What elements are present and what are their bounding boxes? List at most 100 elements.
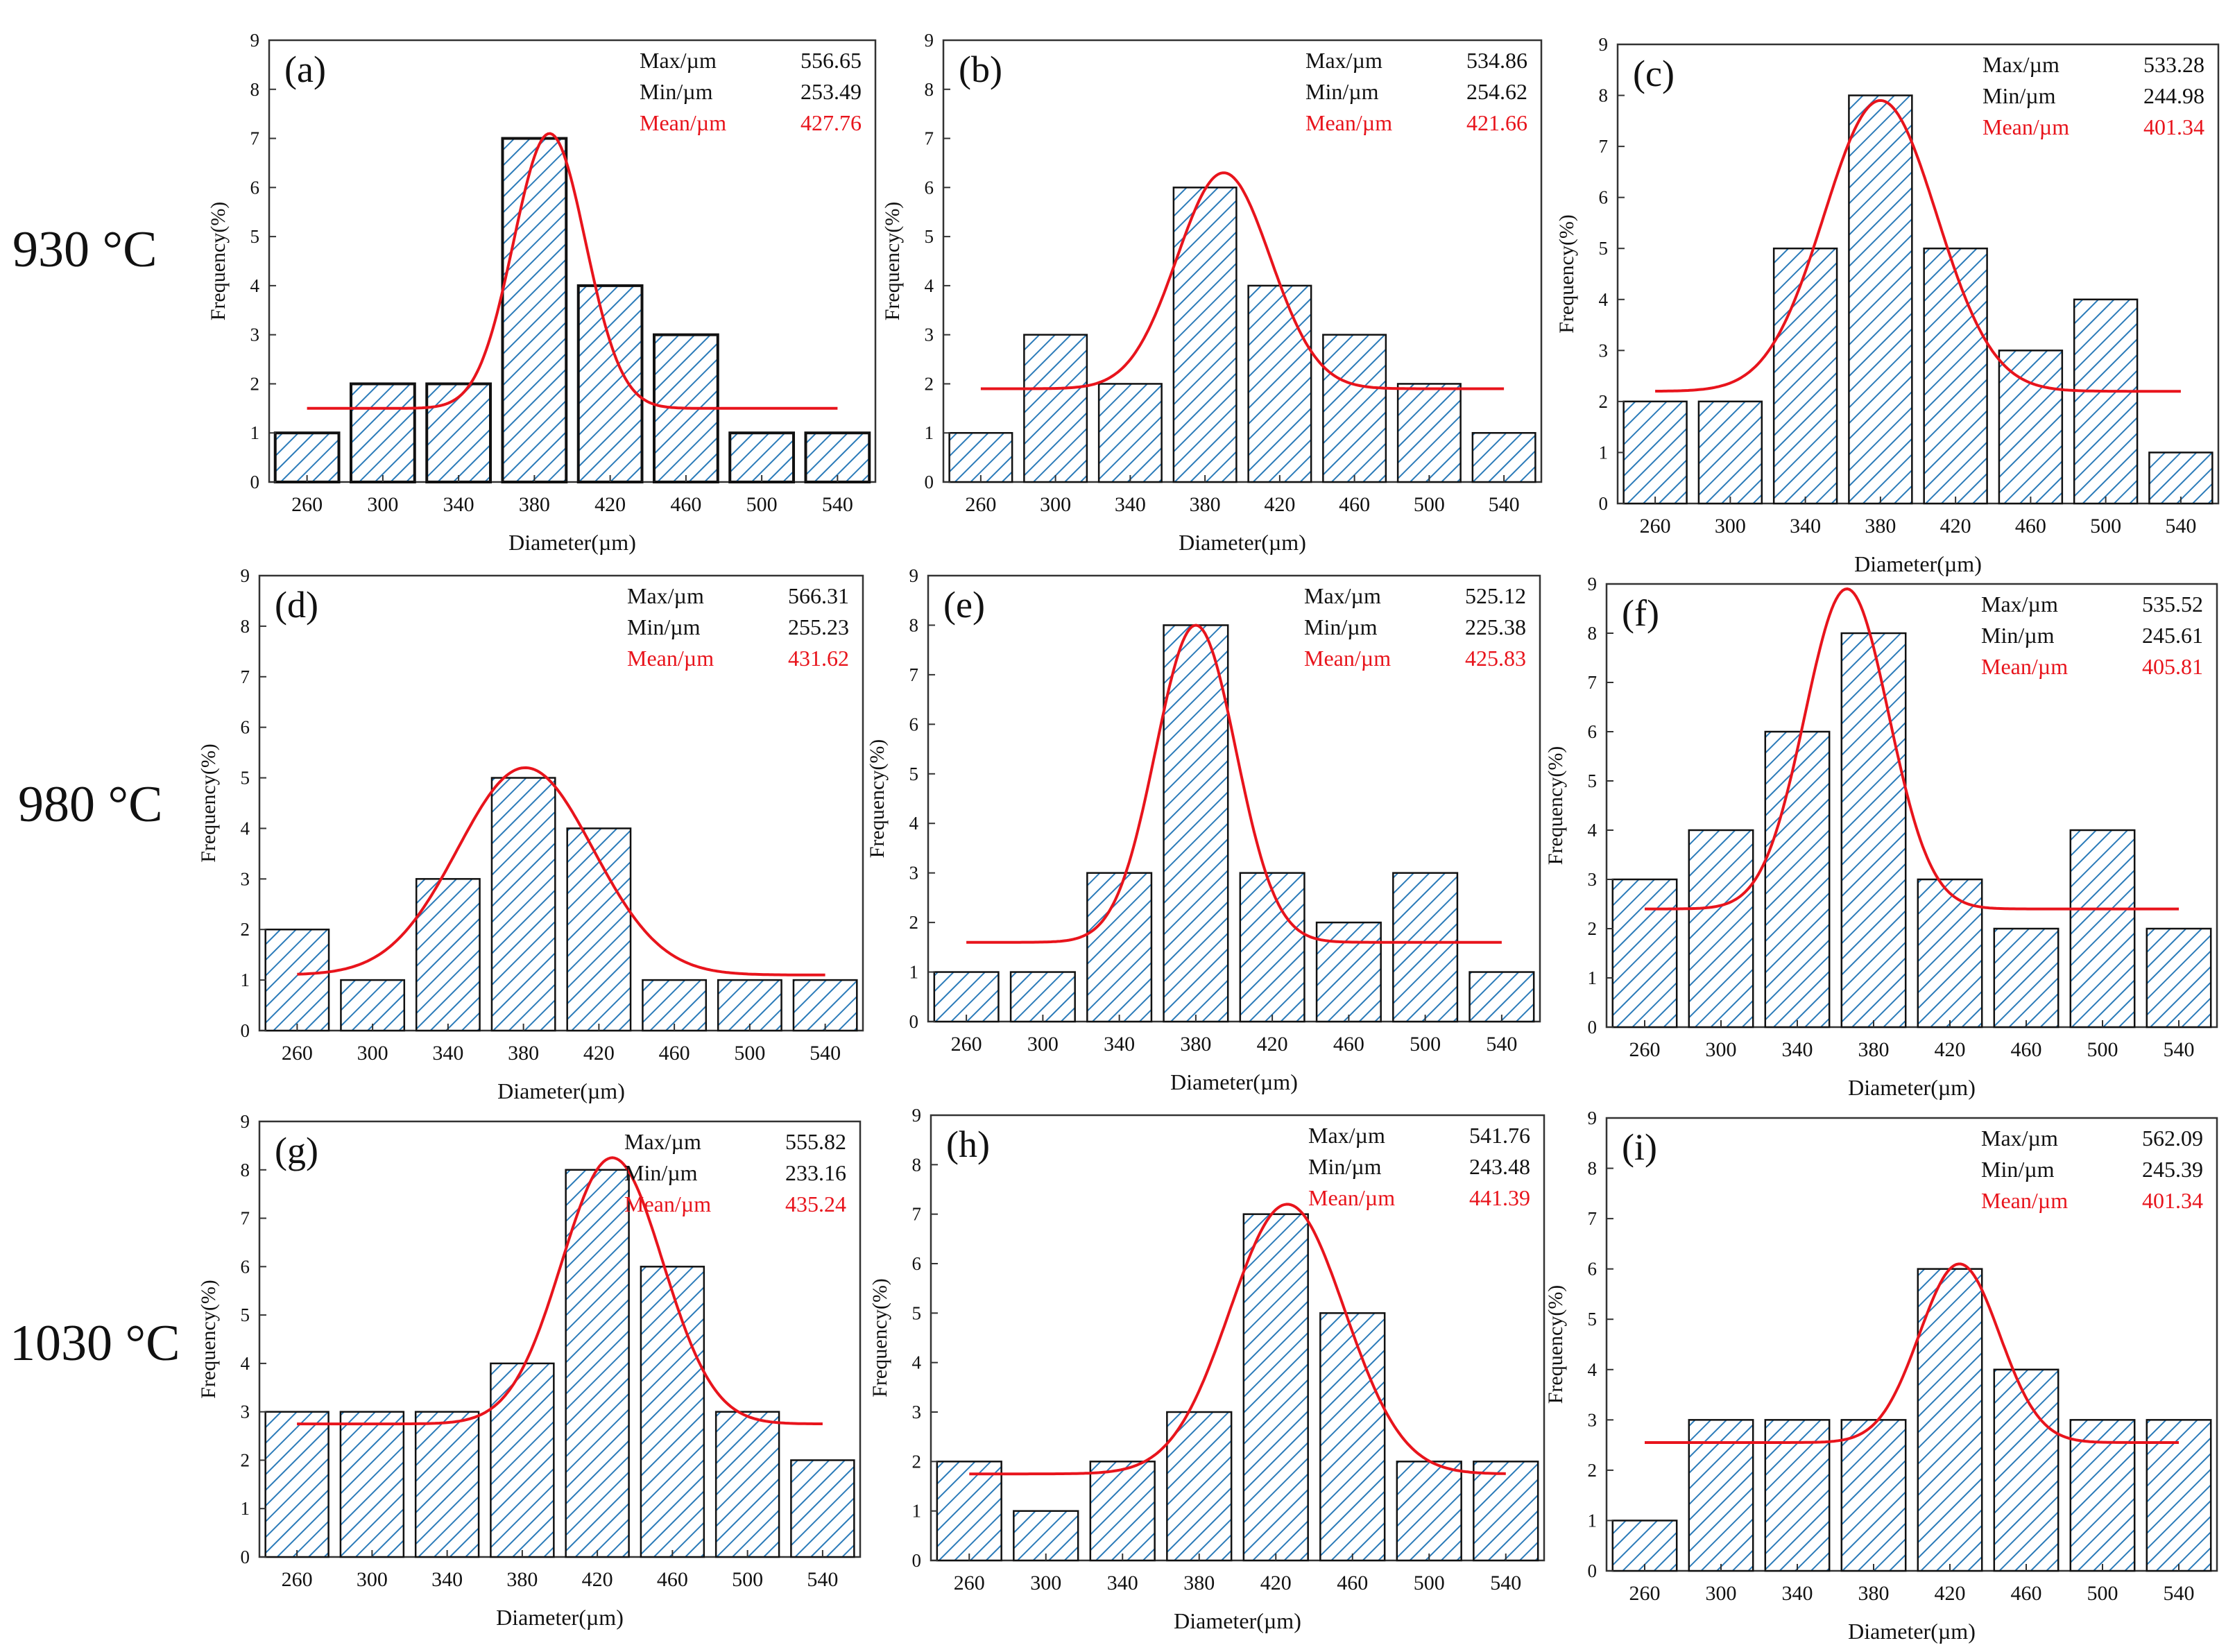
x-axis-label: Diameter(µm) [1854, 551, 1982, 576]
x-tick-label: 380 [508, 1042, 539, 1065]
y-tick-label: 1 [1599, 442, 1609, 463]
bar-460 [1998, 350, 2064, 505]
y-tick-label: 9 [925, 30, 934, 51]
y-tick-label: 6 [250, 177, 260, 198]
y-tick-label: 9 [1588, 1108, 1598, 1128]
y-tick-label: 1 [241, 970, 250, 990]
bar-380 [1840, 1419, 1907, 1572]
bar-380 [501, 137, 568, 484]
y-tick-label: 9 [1588, 574, 1598, 594]
histogram-e: 0 1 2 3 4 5 6 7 8 9 260 300 340 380 420 460 500 540 Diamet… [866, 565, 1541, 1094]
row-label-930: 930 °C [12, 221, 157, 278]
stat-label: Max/µm [1981, 592, 2058, 617]
x-axis-label: Diameter(µm) [508, 530, 636, 555]
bar-380 [1166, 1411, 1233, 1562]
stat-label: Max/µm [1983, 52, 2060, 77]
y-axis-label: Frequency(%) [1544, 746, 1567, 866]
chart-panel-i: 0 1 2 3 4 5 6 7 8 9 260 300 340 380 420 460 500 540 Diamet… [1499, 1097, 2231, 1644]
bar-500 [2073, 298, 2139, 505]
bar-540 [1471, 431, 1536, 483]
bar-300 [340, 979, 406, 1032]
y-tick-label: 0 [925, 472, 934, 492]
bar-260 [1611, 878, 1678, 1029]
stat-label: Max/µm [1304, 583, 1381, 608]
bar-500 [717, 979, 782, 1032]
x-tick-label: 340 [1782, 1038, 1813, 1061]
y-tick-label: 2 [1588, 1460, 1598, 1481]
x-tick-label: 460 [2011, 1038, 2042, 1061]
y-tick-label: 3 [1599, 340, 1609, 361]
x-tick-label: 540 [807, 1568, 838, 1591]
y-tick-label: 0 [1588, 1017, 1598, 1038]
panel-label: (i) [1622, 1126, 1657, 1168]
x-tick-label: 540 [810, 1042, 841, 1065]
fit-curve [297, 766, 825, 976]
y-axis-label: Frequency(%) [1555, 214, 1578, 334]
bar-500 [2069, 1419, 2136, 1572]
y-tick-label: 3 [909, 863, 919, 884]
stat-label: Min/µm [624, 1160, 698, 1185]
plot-frame [930, 1114, 1545, 1562]
bar-260 [948, 431, 1013, 483]
histogram-h: 0 1 2 3 4 5 6 7 8 9 260 300 340 380 420 460 500 540 Diamet… [868, 1105, 1545, 1633]
bar-460 [640, 1266, 705, 1558]
y-tick-label: 6 [1599, 187, 1609, 208]
panel-label: (b) [959, 49, 1002, 90]
stat-label: Min/µm [627, 614, 701, 639]
y-tick-label: 2 [241, 1449, 250, 1470]
y-tick-label: 2 [909, 912, 919, 933]
y-tick-label: 9 [912, 1105, 922, 1126]
bar-260 [264, 928, 330, 1032]
x-tick-label: 300 [1030, 1572, 1061, 1594]
y-tick-label: 5 [241, 1305, 250, 1325]
bar-420 [1917, 878, 1983, 1029]
stat-label: Min/µm [1981, 1157, 2055, 1182]
x-tick-label: 500 [2090, 515, 2121, 537]
chart-panel-a: 0 1 2 3 4 5 6 7 8 9 260 300 340 380 420 460 500 540 Diamet… [162, 19, 889, 555]
y-tick-label: 5 [1588, 1309, 1598, 1330]
bar-420 [1242, 1213, 1309, 1562]
stat-value: 244.98 [2143, 83, 2204, 108]
panel-label: (d) [275, 584, 318, 626]
stat-label: Mean/µm [624, 1191, 711, 1216]
y-tick-label: 2 [241, 919, 250, 940]
y-tick-label: 4 [241, 818, 250, 838]
y-tick-label: 5 [925, 226, 934, 247]
x-tick-label: 380 [1183, 1572, 1215, 1594]
bar-300 [1009, 971, 1076, 1023]
chart-panel-f: 0 1 2 3 4 5 6 7 8 9 260 300 340 380 420 460 500 540 Diamet… [1499, 563, 2231, 1100]
y-tick-label: 6 [241, 1256, 250, 1277]
stat-value: 233.16 [785, 1160, 846, 1185]
y-tick-label: 5 [1599, 238, 1609, 259]
stat-value: 243.48 [1469, 1154, 1530, 1179]
x-tick-label: 460 [2011, 1582, 2042, 1605]
x-tick-label: 420 [1935, 1582, 1966, 1605]
bar-540 [2146, 927, 2212, 1029]
bar-380 [490, 777, 556, 1032]
y-tick-label: 6 [912, 1253, 922, 1274]
bar-300 [1688, 829, 1754, 1029]
x-tick-label: 340 [1107, 1572, 1138, 1594]
y-tick-label: 8 [1588, 1158, 1598, 1179]
y-tick-label: 0 [241, 1547, 250, 1567]
bar-500 [1392, 872, 1459, 1023]
y-tick-label: 4 [1588, 820, 1598, 841]
bar-260 [264, 1411, 329, 1558]
x-tick-label: 260 [282, 1568, 313, 1591]
y-tick-label: 9 [241, 565, 250, 586]
y-tick-label: 1 [909, 962, 919, 983]
stat-value: 525.12 [1465, 583, 1526, 608]
y-axis-label: Frequency(%) [197, 1280, 220, 1399]
y-axis-label: Frequency(%) [866, 739, 889, 859]
y-tick-label: 8 [250, 79, 260, 100]
stat-label: Mean/µm [1308, 1185, 1395, 1210]
stat-label: Max/µm [1308, 1123, 1385, 1148]
fit-curve [966, 623, 1502, 944]
stat-value: 255.23 [788, 614, 849, 639]
bar-500 [1396, 383, 1462, 483]
x-tick-label: 540 [1489, 493, 1520, 516]
x-tick-label: 500 [2087, 1038, 2118, 1061]
x-tick-label: 300 [1040, 493, 1071, 516]
bar-500 [1396, 1461, 1462, 1562]
y-tick-label: 6 [1588, 1259, 1598, 1280]
